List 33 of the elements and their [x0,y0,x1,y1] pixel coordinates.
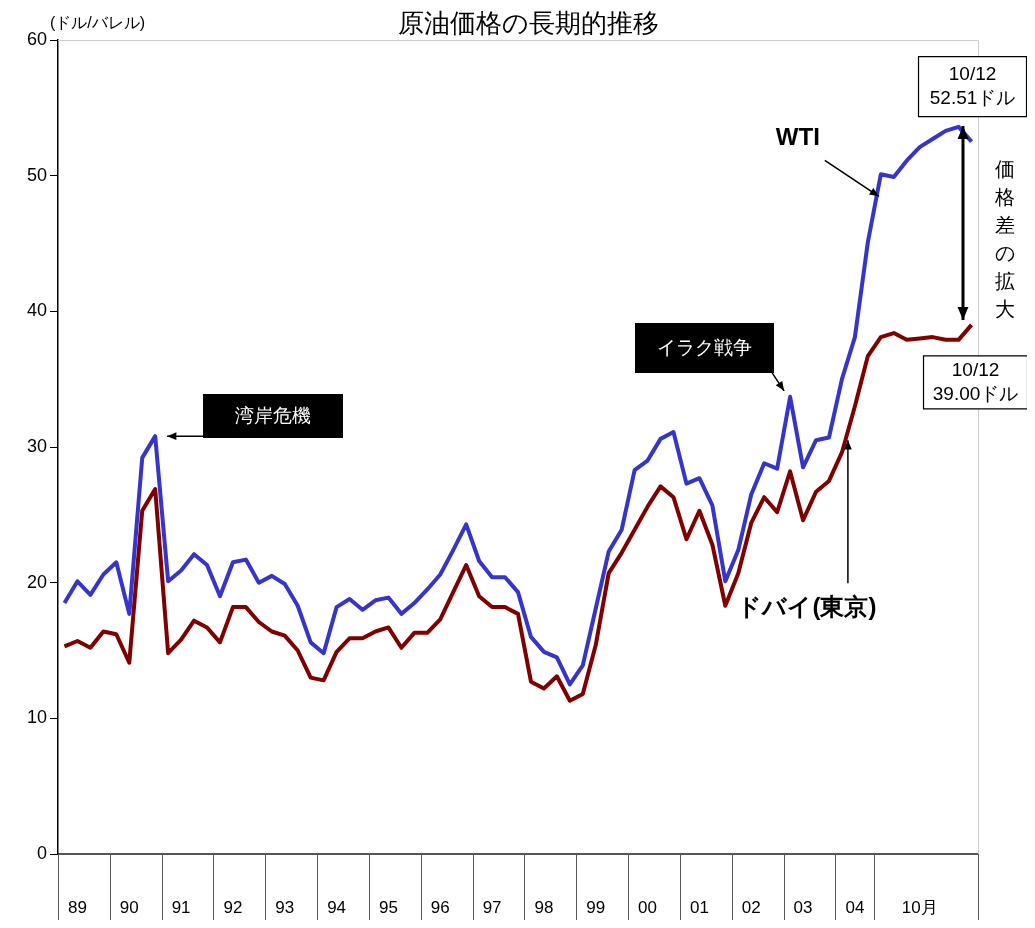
x-tick-label: 96 [430,897,450,917]
y-tick-label: 30 [26,435,47,456]
text: WTI [775,123,820,151]
y-tick-label: 50 [26,164,47,185]
y-tick-label: 10 [26,707,47,728]
x-tick-label: 99 [586,897,606,917]
x-tick-label: 10月 [901,897,938,917]
annotation: 10/12 39.00ドル [932,358,1019,404]
text: 価格差の拡大 [994,157,1015,320]
x-tick-label: 93 [275,897,295,917]
y-tick-label: 20 [26,571,47,592]
x-tick-label: 91 [171,897,191,917]
x-tick-label: 02 [741,897,761,917]
x-tick-label: 03 [793,897,813,917]
y-axis-title: (ドル/バレル) [50,14,146,31]
x-tick-label: 00 [638,897,658,917]
x-tick-label: 04 [845,897,865,917]
y-tick-label: 0 [36,842,47,863]
y-tick-label: 40 [26,300,47,321]
x-tick-label: 01 [689,897,709,917]
x-tick-label: 97 [482,897,502,917]
callout-box: 湾岸危機 [203,394,344,439]
x-tick-label: 98 [534,897,554,917]
callout-box: イラク戦争 [635,322,775,373]
x-tick-label: 92 [223,897,243,917]
x-tick-label: 95 [378,897,398,917]
x-tick-label: 89 [67,897,87,917]
x-tick-label: 94 [327,897,347,917]
annotation: 10/12 52.51ドル [929,62,1016,108]
x-tick-label: 90 [119,897,139,917]
chart-title: 原油価格の長期的推移 [397,8,659,38]
y-tick-label: 60 [26,28,47,49]
series-label: ドバイ(東京) [737,593,877,621]
